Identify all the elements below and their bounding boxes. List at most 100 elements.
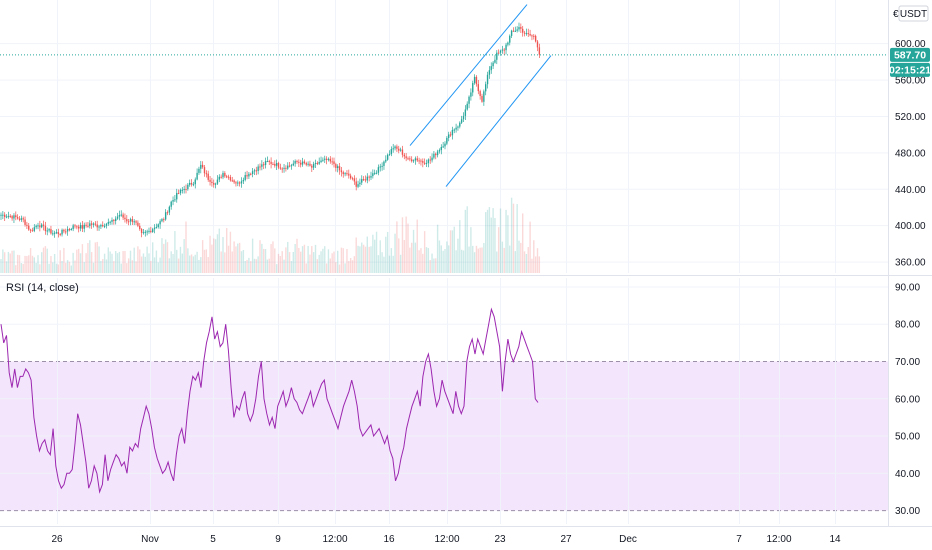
- rsi-title: RSI (14, close): [6, 282, 79, 294]
- volume-bar: [201, 240, 204, 273]
- volume-bar: [116, 253, 119, 273]
- volume-bar: [238, 242, 241, 273]
- candle-body: [41, 224, 43, 228]
- candle-body: [103, 225, 106, 227]
- volume-bar: [305, 263, 307, 273]
- volume-bar: [396, 221, 398, 273]
- volume-bar: [222, 237, 224, 273]
- volume-bar: [81, 244, 84, 273]
- candle-body: [520, 27, 522, 29]
- volume-bar: [372, 234, 374, 273]
- volume-bar: [155, 250, 158, 273]
- volume-bar: [263, 248, 265, 273]
- volume-bar: [68, 261, 71, 273]
- volume-bar: [272, 241, 274, 273]
- candle-body: [533, 35, 535, 37]
- volume-bar: [366, 236, 368, 273]
- volume-bar: [270, 244, 272, 273]
- volume-bar: [411, 242, 413, 273]
- candle-body: [536, 41, 539, 48]
- candle-body: [388, 154, 391, 156]
- candle-body: [362, 179, 365, 181]
- volume-bar: [33, 257, 35, 273]
- volume-bar: [394, 233, 396, 273]
- volume-bar: [314, 244, 317, 273]
- candle-body: [39, 225, 41, 228]
- time-tick-label: 9: [275, 534, 281, 545]
- volume-bar: [405, 216, 407, 273]
- candle-body: [198, 168, 200, 173]
- volume-bar: [375, 231, 378, 273]
- candle-body: [129, 219, 132, 222]
- volume-bar: [448, 245, 450, 273]
- volume-bar: [229, 231, 232, 273]
- candle-body: [74, 225, 76, 227]
- volume-bar: [353, 256, 356, 273]
- volume-bar: [83, 262, 85, 273]
- candle-body: [283, 167, 285, 169]
- volume-bar: [251, 238, 254, 273]
- currency-button[interactable]: [898, 5, 929, 22]
- volume-bar: [507, 215, 509, 273]
- candle-body: [153, 227, 156, 230]
- candle-body: [229, 177, 232, 181]
- volume-bar: [0, 259, 2, 273]
- candle-body: [492, 62, 494, 67]
- candle-body: [177, 192, 180, 194]
- candle-body: [209, 179, 211, 182]
- volume-bar: [359, 246, 361, 273]
- volume-bar: [190, 254, 193, 273]
- candle-body: [111, 219, 113, 222]
- volume-bar: [307, 245, 309, 273]
- volume-bar: [177, 258, 180, 273]
- volume-bar: [433, 258, 435, 273]
- candle-body: [314, 162, 317, 164]
- volume-bar: [65, 262, 67, 273]
- candle-body: [466, 103, 468, 110]
- candle-body: [485, 84, 487, 92]
- price-channel[interactable]: [409, 4, 552, 187]
- volume-bar: [374, 239, 376, 273]
- volume-bar: [501, 241, 504, 273]
- candle-body: [42, 224, 45, 226]
- volume-bar: [203, 249, 206, 273]
- rsi-pane[interactable]: RSI (14, close): [0, 278, 888, 524]
- candle-body: [499, 50, 502, 53]
- price-tick-label: 360.00: [895, 258, 926, 269]
- candle-body: [63, 229, 65, 232]
- candle-body: [470, 92, 472, 97]
- time-scale[interactable]: 26 Nov 5 9 12:00 16 12:00 23 27 Dec 7 12:00 14: [51, 534, 841, 545]
- volume-bar: [26, 256, 28, 273]
- channel-upper-line[interactable]: [409, 4, 528, 146]
- volume-bar: [226, 227, 228, 273]
- volume-bar: [509, 245, 511, 273]
- candle-body: [507, 42, 509, 45]
- price-scale[interactable]: € USDT 600.00 560.00 520.00 480.00 440.00 400…: [889, 5, 931, 517]
- candle-body: [150, 230, 152, 232]
- volume-bar: [72, 252, 74, 273]
- candle-body: [7, 215, 10, 217]
- volume-bar: [266, 259, 269, 273]
- volume-bar: [102, 259, 104, 273]
- channel-lower-line[interactable]: [445, 55, 552, 187]
- volume-bar: [337, 250, 339, 273]
- volume-bar: [475, 245, 478, 273]
- candle-body: [189, 182, 191, 185]
- candle-body: [337, 166, 339, 169]
- candle-body: [122, 214, 124, 218]
- volume-bar: [274, 248, 276, 273]
- candle-body: [85, 224, 87, 226]
- volume-bar: [198, 259, 200, 273]
- volume-bar: [449, 230, 452, 273]
- volume-bar: [2, 249, 4, 273]
- volume-bar: [74, 260, 76, 273]
- volume-bar: [150, 260, 152, 273]
- volume-bar: [13, 250, 15, 273]
- volume-bar: [176, 249, 178, 273]
- candle-body: [255, 170, 257, 172]
- candle-body: [438, 150, 441, 152]
- volume-bar: [92, 262, 95, 273]
- candle-body: [448, 134, 450, 138]
- main-pane[interactable]: [0, 0, 888, 273]
